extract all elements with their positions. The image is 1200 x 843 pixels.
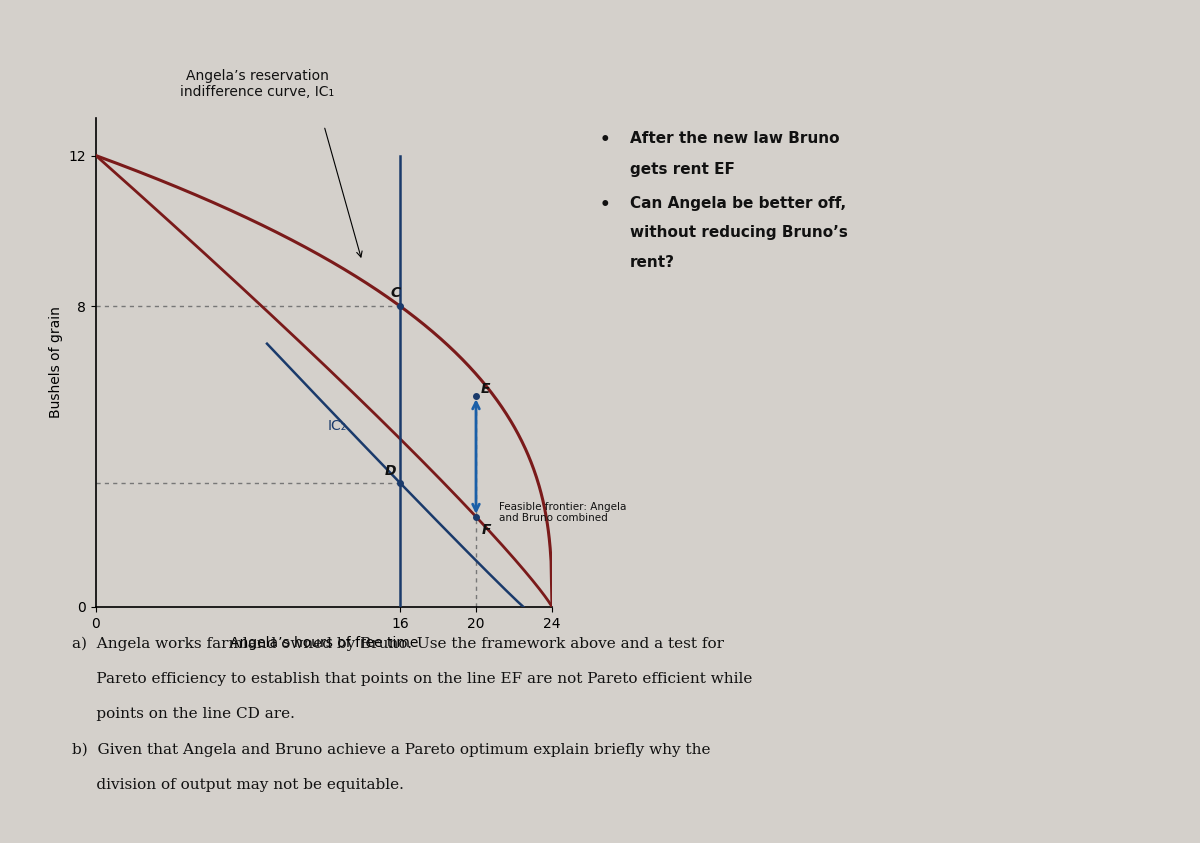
Text: E: E (481, 382, 491, 395)
Text: After the new law Bruno: After the new law Bruno (630, 131, 840, 146)
Text: Can Angela be better off,: Can Angela be better off, (630, 196, 846, 211)
Text: Feasible frontier: Angela
and Bruno combined: Feasible frontier: Angela and Bruno comb… (499, 502, 626, 524)
Text: Angela’s reservation
indifference curve, IC₁: Angela’s reservation indifference curve,… (180, 69, 335, 99)
Text: b)  Given that Angela and Bruno achieve a Pareto optimum explain briefly why the: b) Given that Angela and Bruno achieve a… (72, 743, 710, 757)
Text: without reducing Bruno’s: without reducing Bruno’s (630, 225, 848, 240)
Text: rent?: rent? (630, 255, 674, 270)
Text: •: • (600, 131, 611, 148)
Text: points on the line CD are.: points on the line CD are. (72, 707, 295, 722)
Text: •: • (600, 196, 611, 213)
Text: F: F (481, 523, 491, 537)
Text: C: C (390, 286, 401, 299)
X-axis label: Angela’s hours of free time: Angela’s hours of free time (230, 636, 418, 650)
Text: division of output may not be equitable.: division of output may not be equitable. (72, 778, 404, 792)
Text: gets rent EF: gets rent EF (630, 162, 734, 177)
Text: IC₂: IC₂ (328, 420, 347, 433)
Y-axis label: Bushels of grain: Bushels of grain (49, 307, 64, 418)
Text: D: D (385, 464, 396, 478)
Text: a)  Angela works farmland owned by Bruno. Use the framework above and a test for: a) Angela works farmland owned by Bruno.… (72, 636, 724, 651)
Text: Pareto efficiency to establish that points on the line EF are not Pareto efficie: Pareto efficiency to establish that poin… (72, 672, 752, 686)
